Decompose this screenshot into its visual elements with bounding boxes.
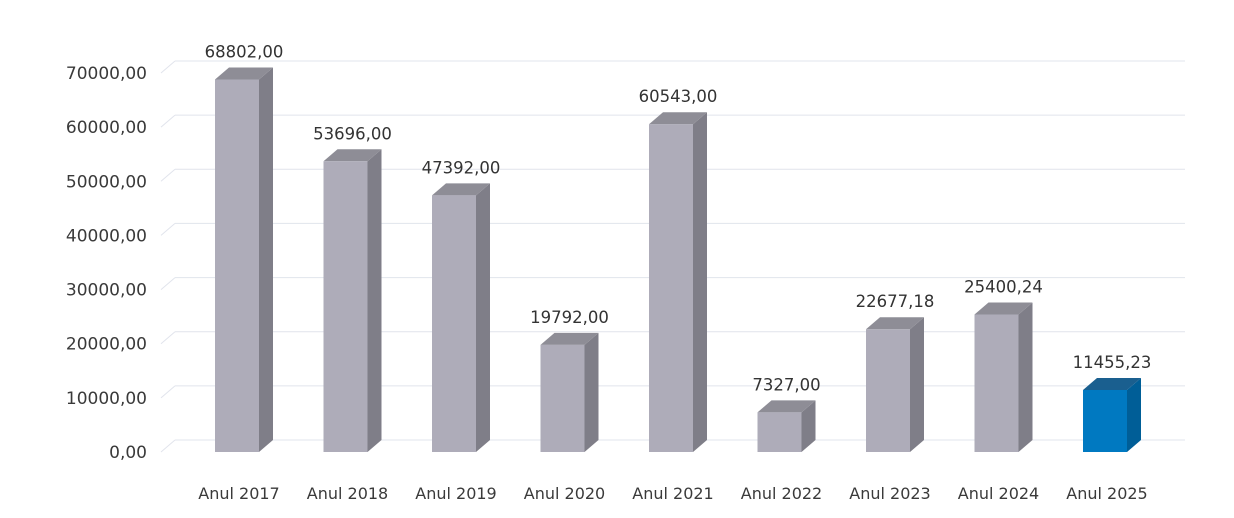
y-axis-ticks: 0,00 10000,00 20000,00 30000,00 40000,00 5000… bbox=[66, 64, 147, 463]
bar-top bbox=[1083, 377, 1141, 390]
bar-front bbox=[757, 412, 802, 452]
x-category-label: Anul 2018 bbox=[307, 484, 388, 503]
bar-side bbox=[584, 332, 599, 452]
bar-front bbox=[974, 314, 1019, 452]
bar-side bbox=[801, 400, 816, 452]
data-label: 47392,00 bbox=[422, 158, 501, 177]
bar-side bbox=[259, 67, 273, 452]
bar-top bbox=[974, 302, 1033, 315]
x-category-label: Anul 2020 bbox=[524, 484, 605, 503]
gridline-floor-edge bbox=[160, 223, 176, 236]
bar-front bbox=[649, 124, 693, 452]
data-label: 11455,23 bbox=[1073, 353, 1152, 372]
bar-side bbox=[910, 317, 924, 452]
bar-top bbox=[649, 112, 707, 125]
bar-side bbox=[693, 112, 707, 452]
gridline-floor-edge bbox=[160, 439, 176, 453]
bar-top bbox=[540, 332, 599, 345]
y-tick-label: 70000,00 bbox=[66, 64, 147, 84]
bar bbox=[757, 400, 816, 452]
data-labels: 68802,00 53696,00 47392,00 19792,00 60543,00… bbox=[205, 42, 1152, 394]
data-label: 19792,00 bbox=[530, 308, 609, 327]
y-tick-label: 0,00 bbox=[109, 443, 147, 463]
gridline-floor-edge bbox=[160, 168, 176, 182]
bar-side bbox=[1018, 302, 1033, 452]
y-tick-label: 60000,00 bbox=[66, 118, 147, 138]
y-tick-label: 50000,00 bbox=[66, 172, 147, 192]
bars bbox=[215, 67, 1141, 452]
gridline-floor-edge bbox=[160, 277, 176, 290]
bar bbox=[974, 302, 1033, 452]
x-category-label: Anul 2019 bbox=[415, 484, 496, 503]
x-category-label: Anul 2022 bbox=[741, 484, 822, 503]
x-category-label: Anul 2024 bbox=[958, 484, 1039, 503]
bar-front bbox=[432, 195, 476, 452]
x-category-label: Anul 2021 bbox=[632, 484, 713, 503]
data-label: 25400,24 bbox=[964, 277, 1043, 296]
gridline-floor-edge bbox=[160, 60, 176, 74]
bar-top bbox=[757, 400, 816, 413]
bar-side bbox=[367, 149, 382, 452]
data-label: 53696,00 bbox=[313, 124, 392, 143]
y-tick-label: 30000,00 bbox=[66, 281, 147, 301]
y-tick-label: 10000,00 bbox=[66, 389, 147, 409]
data-label: 7327,00 bbox=[752, 375, 820, 394]
data-label: 60543,00 bbox=[639, 87, 718, 106]
bar-side bbox=[1127, 377, 1141, 452]
gridline-floor-edge bbox=[160, 331, 176, 345]
bar-front bbox=[1083, 389, 1127, 452]
gridline-floor-edge bbox=[160, 114, 176, 128]
bar bbox=[866, 317, 924, 452]
data-label: 68802,00 bbox=[205, 42, 284, 61]
x-axis-categories: Anul 2017 Anul 2018 Anul 2019 Anul 2020 Anul… bbox=[198, 484, 1147, 503]
bar-top bbox=[866, 317, 924, 330]
bar-front bbox=[215, 79, 259, 452]
bar-top bbox=[215, 67, 273, 80]
bar bbox=[540, 332, 599, 452]
x-category-label: Anul 2023 bbox=[849, 484, 930, 503]
bar bbox=[649, 112, 707, 452]
bar-side bbox=[476, 183, 490, 452]
bar bbox=[1083, 377, 1141, 452]
data-label: 22677,18 bbox=[856, 292, 935, 311]
bar bbox=[323, 149, 382, 452]
bar-front bbox=[323, 161, 368, 452]
bar-top bbox=[432, 183, 490, 196]
gridline-floor-edge bbox=[160, 385, 176, 399]
bar-front bbox=[540, 344, 585, 452]
y-tick-label: 40000,00 bbox=[66, 226, 147, 246]
bar bbox=[432, 183, 490, 452]
bar-front bbox=[866, 329, 910, 452]
x-category-label: Anul 2025 bbox=[1066, 484, 1147, 503]
y-tick-label: 20000,00 bbox=[66, 335, 147, 355]
bar-top bbox=[323, 149, 382, 162]
x-category-label: Anul 2017 bbox=[198, 484, 279, 503]
bar bbox=[215, 67, 273, 452]
